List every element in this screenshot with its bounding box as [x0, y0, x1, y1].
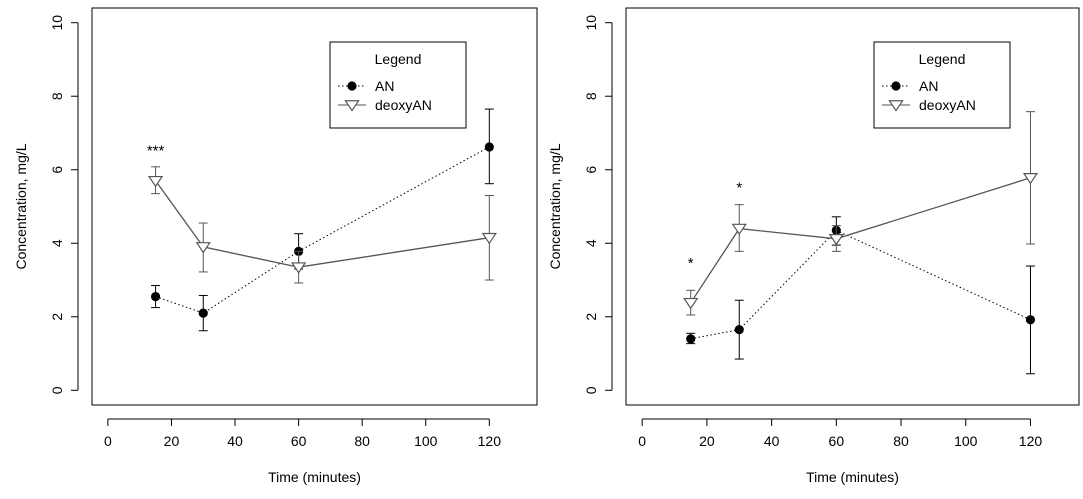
y-axis-title: Concentration, mg/L	[547, 143, 563, 269]
legend-marker-deoxyan	[888, 100, 904, 112]
chart-left-svg: 0 20 40 60 80 100 120 Time (minutes) 0 2 4 6 8 10 Conc…	[13, 7, 538, 485]
plot-frame	[625, 7, 1080, 406]
legend-marker-an	[891, 81, 901, 91]
data-point-deoxyan	[828, 234, 844, 246]
x-tick-label: 80	[354, 433, 370, 449]
y-tick-label: 10	[49, 15, 65, 31]
series-line-deoxyan	[155, 180, 490, 268]
x-tick-label: 20	[164, 433, 180, 449]
data-point-an	[734, 325, 744, 335]
y-tick-label: 8	[583, 92, 599, 100]
x-axis-title: Time (minutes)	[268, 469, 361, 485]
x-tick-label: 60	[291, 433, 307, 449]
x-tick-label: 0	[104, 433, 112, 449]
legend-title: Legend	[919, 51, 966, 67]
data-point-an	[150, 291, 161, 302]
data-point-an	[484, 142, 494, 152]
x-tick-label: 100	[954, 433, 978, 449]
series-line-an	[690, 229, 1031, 340]
chart-panel-right: 0 20 40 60 80 100 120 Time (minutes) 0 2 4 6 8 10 Conc…	[542, 0, 1083, 499]
x-tick-label: 60	[829, 433, 845, 449]
y-tick-label: 0	[49, 386, 65, 394]
series-line-deoxyan	[690, 177, 1031, 304]
x-tick-label: 100	[414, 433, 438, 449]
significance-label: ***	[147, 143, 165, 160]
legend-label-an: AN	[919, 78, 938, 94]
x-tick-label: 120	[478, 433, 502, 449]
y-axis-title: Concentration, mg/L	[13, 143, 29, 269]
x-tick-label: 40	[227, 433, 243, 449]
x-axis-title: Time (minutes)	[806, 469, 899, 485]
plot-frame	[91, 7, 538, 406]
x-tick-label: 20	[699, 433, 715, 449]
significance-label: *	[736, 179, 742, 196]
data-point-deoxyan	[195, 242, 211, 254]
data-point-an	[198, 308, 208, 318]
data-point-deoxyan	[731, 223, 747, 236]
chart-panel-left: 0 20 40 60 80 100 120 Time (minutes) 0 2 4 6 8 10 Conc…	[0, 0, 541, 499]
legend-label-an: AN	[375, 78, 394, 94]
y-tick-label: 0	[583, 386, 599, 394]
x-tick-label: 0	[638, 433, 646, 449]
data-point-deoxyan	[1022, 173, 1039, 185]
y-tick-label: 2	[583, 313, 599, 321]
x-tick-label: 120	[1019, 433, 1043, 449]
y-tick-label: 2	[49, 313, 65, 321]
legend-title: Legend	[375, 51, 422, 67]
data-point-deoxyan	[147, 175, 164, 188]
legend-marker-deoxyan	[344, 100, 360, 112]
legend-marker-an	[347, 81, 357, 91]
data-point-deoxyan	[683, 297, 699, 310]
y-tick-label: 4	[49, 239, 65, 247]
y-tick-label: 10	[583, 15, 599, 31]
y-tick-label: 6	[583, 166, 599, 174]
series-line-an	[155, 146, 490, 314]
y-tick-label: 6	[49, 166, 65, 174]
data-point-an	[686, 334, 696, 344]
data-point-deoxyan	[481, 232, 497, 245]
significance-label: *	[688, 255, 694, 272]
data-point-deoxyan	[290, 262, 307, 274]
legend-label-deoxyan: deoxyAN	[375, 97, 432, 113]
y-tick-label: 4	[583, 239, 599, 247]
x-tick-label: 40	[764, 433, 780, 449]
legend-label-deoxyan: deoxyAN	[919, 97, 976, 113]
chart-right-svg: 0 20 40 60 80 100 120 Time (minutes) 0 2 4 6 8 10 Conc…	[547, 7, 1080, 485]
x-tick-label: 80	[893, 433, 909, 449]
y-tick-label: 8	[49, 92, 65, 100]
data-point-an	[1025, 315, 1036, 325]
